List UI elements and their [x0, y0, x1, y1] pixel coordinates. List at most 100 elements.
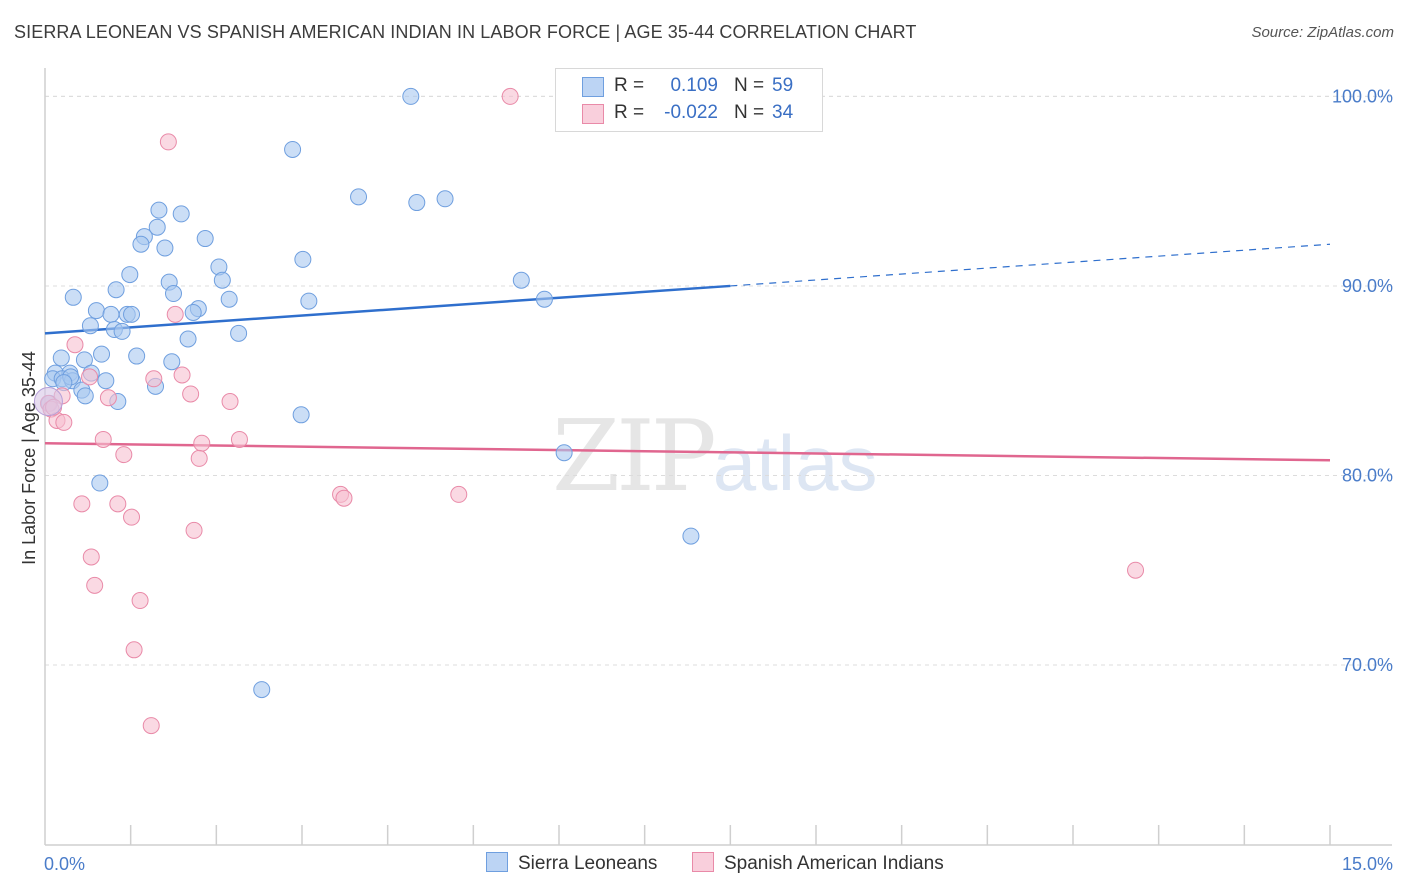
data-point-sierra-leonean [253, 681, 271, 699]
data-point-spanish-american-indian [99, 389, 117, 407]
data-point-spanish-american-indian [190, 449, 208, 467]
data-point-spanish-american-indian [125, 641, 143, 659]
y-axis-title: In Labor Force | Age 35-44 [19, 351, 39, 565]
legend-swatch-pink [582, 104, 604, 124]
data-point-sierra-leonean [81, 317, 99, 335]
trend-lines [44, 243, 1331, 462]
x-tick-label: 0.0% [44, 854, 85, 874]
data-point-sierra-leonean [156, 239, 174, 257]
data-point-sierra-leonean [402, 87, 420, 105]
data-point-spanish-american-indian [86, 576, 104, 594]
legend-row-spanish-american-indians: R = -0.022 N = 34 [556, 100, 822, 128]
bottom-legend-swatch-pink [692, 852, 714, 872]
source-label: Source: ZipAtlas.com [1251, 24, 1394, 41]
watermark: ZIPatlas [552, 400, 878, 514]
data-point-sierra-leonean [75, 351, 93, 369]
data-point-spanish-american-indian [66, 336, 84, 354]
legend-r-label: R = [614, 102, 645, 123]
series-sierra-leoneans [40, 87, 700, 699]
trend-line-sierra-leoneans-extension [730, 243, 1331, 287]
data-point-sierra-leonean [97, 372, 115, 390]
data-point-sierra-leonean [123, 305, 141, 323]
data-point-sierra-leonean [172, 205, 190, 223]
data-point-sierra-leonean [555, 444, 573, 462]
legend-n-value: 59 [772, 75, 794, 96]
data-point-sierra-leonean [91, 474, 109, 492]
legend-n-label: N = [734, 75, 765, 96]
data-point-spanish-american-indian [73, 495, 91, 513]
watermark-atlas: atlas [712, 419, 878, 507]
data-point-sierra-leonean [220, 290, 238, 308]
data-point-sierra-leonean [64, 288, 82, 306]
data-point-spanish-american-indian [94, 430, 112, 448]
data-point-spanish-american-indian [131, 592, 149, 610]
data-point-sierra-leonean [87, 302, 105, 320]
data-point-sierra-leonean [535, 290, 553, 308]
legend-swatch-blue [582, 77, 604, 97]
data-point-sierra-leonean [196, 230, 214, 248]
y-tick-label: 70.0% [1342, 655, 1393, 675]
data-point-spanish-american-indian [166, 305, 184, 323]
bottom-legend-label: Spanish American Indians [724, 853, 944, 874]
legend-row-sierra-leoneans: R = 0.109 N = 59 [556, 73, 822, 101]
data-point-sierra-leonean [184, 303, 202, 321]
data-point-spanish-american-indian [1127, 561, 1145, 579]
data-point-sierra-leonean [76, 387, 94, 405]
data-point-spanish-american-indian [115, 446, 133, 464]
data-point-spanish-american-indian [81, 368, 99, 386]
data-point-spanish-american-indian [450, 485, 468, 503]
data-point-sierra-leonean [165, 285, 182, 303]
data-point-sierra-leonean [300, 292, 318, 310]
data-point-sierra-leonean [128, 347, 146, 365]
legend-r-label: R = [614, 75, 645, 96]
trend-line-spanish-american-indians [44, 441, 1331, 462]
data-point-spanish-american-indian [182, 385, 200, 403]
legend-n-label: N = [734, 102, 765, 123]
gridlines [45, 95, 1392, 666]
data-point-sierra-leonean [121, 266, 139, 284]
data-point-spanish-american-indian [82, 548, 100, 566]
y-tick-label: 90.0% [1342, 276, 1393, 296]
data-point-sierra-leonean [163, 353, 181, 371]
data-point-sierra-leonean [132, 235, 150, 253]
bottom-legend-spanish-american-indians: Spanish American Indians [692, 852, 944, 875]
data-point-sierra-leonean [284, 140, 302, 158]
data-point-sierra-leonean [213, 271, 231, 289]
data-point-spanish-american-indian [230, 430, 248, 448]
data-point-spanish-american-indian [109, 495, 127, 513]
data-point-spanish-american-indian [335, 489, 353, 507]
data-point-sierra-leonean [179, 330, 197, 348]
data-point-spanish-american-indian [193, 434, 211, 452]
x-tick-label: 15.0% [1342, 854, 1393, 874]
data-point-spanish-american-indian [123, 508, 141, 526]
series-spanish-american-indians [33, 87, 1145, 735]
data-point-spanish-american-indian [145, 370, 163, 388]
y-tick-label: 100.0% [1332, 86, 1393, 106]
chart-title: SIERRA LEONEAN VS SPANISH AMERICAN INDIA… [14, 22, 917, 42]
data-point-spanish-american-indian [159, 133, 177, 151]
data-point-spanish-american-indian [221, 393, 239, 411]
data-point-sierra-leonean [408, 194, 426, 212]
data-point-spanish-american-indian [185, 521, 203, 539]
y-tick-label: 80.0% [1342, 465, 1393, 485]
bottom-legend-sierra-leoneans: Sierra Leoneans [486, 852, 657, 875]
trend-line-sierra-leoneans [44, 284, 731, 335]
data-point-cluster [33, 387, 63, 417]
bottom-legend-swatch-blue [486, 852, 508, 872]
data-point-sierra-leonean [93, 345, 111, 363]
data-point-sierra-leonean [148, 218, 166, 236]
data-point-sierra-leonean [52, 349, 70, 367]
data-point-sierra-leonean [230, 324, 248, 342]
data-point-sierra-leonean [436, 190, 454, 208]
correlation-legend: R = 0.109 N = 59 R = -0.022 N = 34 [555, 68, 823, 132]
data-point-sierra-leonean [113, 322, 131, 340]
data-point-sierra-leonean [294, 250, 312, 268]
data-point-sierra-leonean [150, 201, 168, 219]
watermark-zip: ZIP [552, 400, 717, 514]
bottom-legend-label: Sierra Leoneans [518, 853, 658, 874]
data-point-sierra-leonean [107, 281, 125, 299]
data-point-sierra-leonean [682, 527, 700, 545]
data-point-sierra-leonean [102, 305, 120, 323]
legend-r-value: -0.022 [664, 102, 718, 123]
data-point-sierra-leonean [350, 188, 368, 206]
